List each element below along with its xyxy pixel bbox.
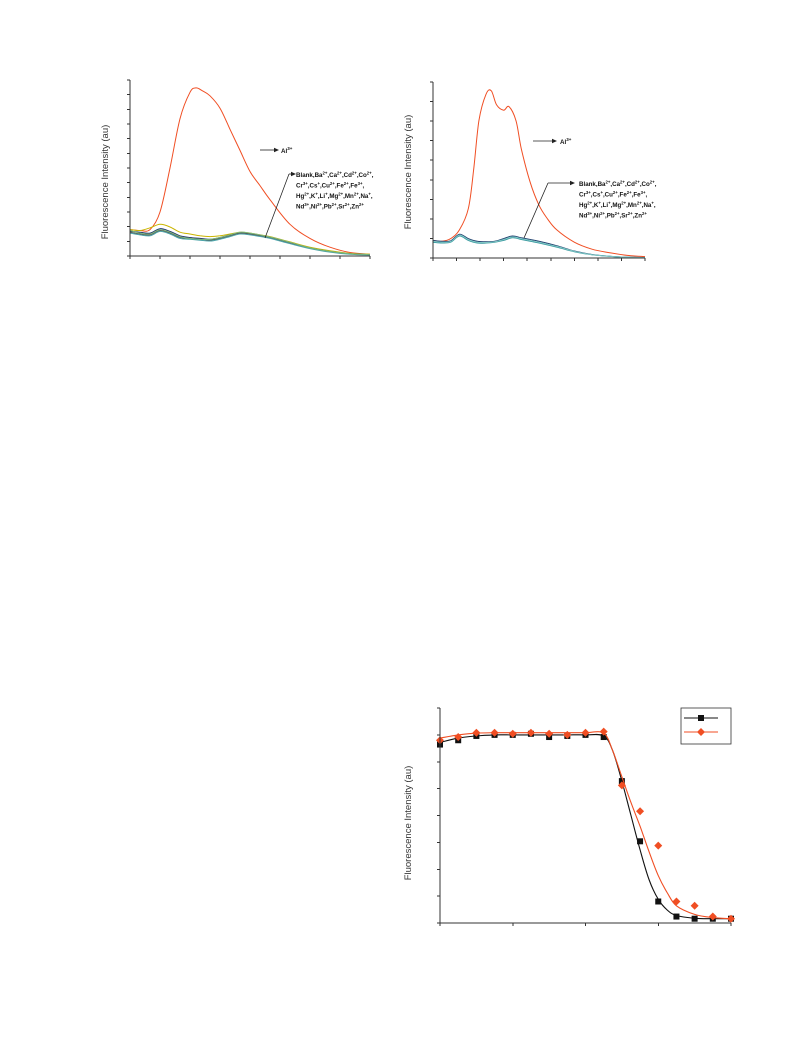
chart-a-spectra: Fluorescence Intensity (au) Al3+ Blank,B… (100, 79, 374, 259)
data-point-red (490, 728, 499, 737)
chart-a-ion-annotation: Blank,Ba2+,Ca2+,Cd2+,Co2+, Cr3+,Cs+,Cu2+,… (264, 171, 374, 239)
series-line-black (439, 733, 732, 920)
chart-a-ion-list: Blank,Ba2+,Ca2+,Cd2+,Co2+, Cr3+,Cs+,Cu2+,… (296, 171, 374, 211)
chart-b-ion-list: Blank,Ba2+,Ca2+,Cd2+,Co2+, Cr3+,Cs+,Cu2+,… (579, 180, 657, 220)
data-point-red (672, 897, 681, 906)
series-line-teal (129, 230, 371, 256)
data-point-red (563, 730, 572, 739)
data-point-red (472, 728, 481, 737)
data-point-black (691, 915, 698, 922)
data-point-red (727, 914, 735, 923)
chart-b-al-annotation: Al3+ (533, 137, 572, 146)
data-point-black (673, 913, 680, 920)
data-point-red (690, 901, 699, 910)
data-point-black (655, 898, 662, 905)
series-line-yellow (129, 223, 371, 255)
chart-b-spectra: Fluorescence Intensity (au) Al3+ Blank,B… (403, 81, 657, 261)
chart-c-series (436, 727, 735, 923)
series-line-lightteal (432, 234, 646, 259)
data-point-red (508, 729, 517, 738)
chart-b-ion-annotation: Blank,Ba2+,Ca2+,Cd2+,Co2+, Cr3+,Cs+,Cu2+,… (523, 180, 657, 239)
legend-diamond-marker (697, 728, 705, 736)
chart-c-ylabel: Fluorescence Intensity (au) (403, 766, 414, 881)
data-point-black (637, 838, 644, 845)
data-point-black (618, 778, 625, 785)
svg-text:Al3+: Al3+ (560, 137, 572, 146)
data-point-red (545, 729, 554, 738)
data-point-red (654, 841, 663, 850)
chart-a-ylabel: Fluorescence Intensity (au) (100, 125, 111, 240)
chart-b-axes (432, 82, 645, 259)
data-point-red (526, 728, 535, 737)
data-point-red (454, 733, 463, 742)
data-point-red (708, 912, 717, 921)
data-point-red (599, 727, 608, 736)
chart-c-legend (680, 707, 732, 745)
chart-a-al-annotation: Al3+ (260, 146, 293, 155)
chart-c-scatter: Fluorescence Intensity (au) (403, 707, 735, 926)
legend-square-marker (698, 715, 704, 721)
chart-a-axes (129, 80, 370, 257)
chart-a-series (129, 87, 371, 256)
series-line-red (439, 731, 732, 920)
data-point-red (581, 728, 590, 737)
series-line-green (129, 229, 371, 256)
data-point-black (600, 734, 607, 741)
series-line-teal (432, 235, 646, 259)
chart-c-axes (439, 708, 731, 924)
data-point-red (636, 807, 645, 816)
series-line-al (432, 89, 646, 258)
chart-b-series (432, 89, 646, 259)
series-line-al (129, 87, 371, 255)
chart-b-ylabel: Fluorescence Intensity (au) (403, 115, 414, 230)
svg-text:Al3+: Al3+ (281, 146, 293, 155)
data-point-red (617, 781, 626, 790)
